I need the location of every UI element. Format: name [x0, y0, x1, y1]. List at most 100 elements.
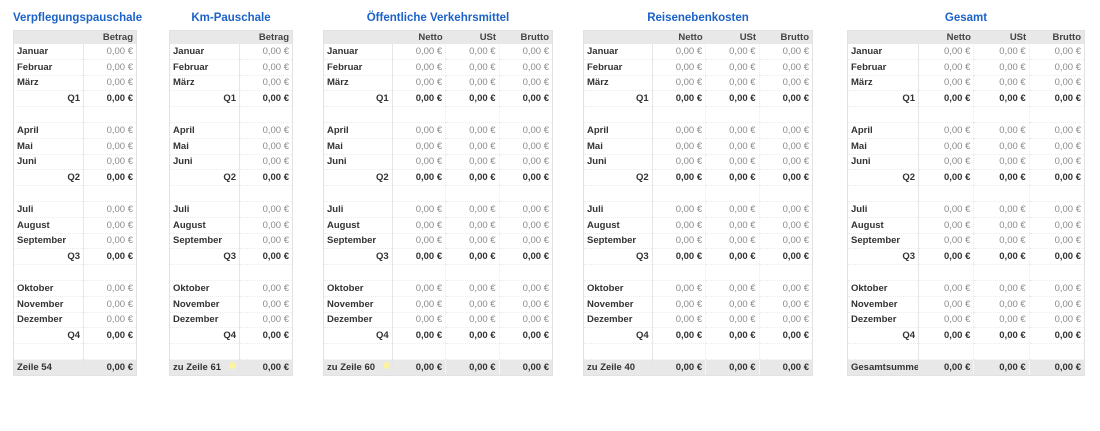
empty-cell[interactable]	[83, 185, 137, 202]
value-cell[interactable]: 0,00 €	[83, 75, 137, 92]
value-cell[interactable]: 0,00 €	[391, 201, 446, 218]
value-cell[interactable]: 0,00 €	[973, 138, 1030, 155]
empty-cell[interactable]	[758, 343, 813, 360]
row-label-cell[interactable]: Q3	[13, 248, 85, 266]
value-cell[interactable]: 0,00 €	[391, 296, 446, 313]
empty-cell[interactable]	[445, 264, 500, 281]
value-cell[interactable]: 0,00 €	[445, 280, 500, 297]
row-label-cell[interactable]: Februar	[583, 59, 653, 76]
empty-cell[interactable]	[391, 185, 446, 202]
empty-cell[interactable]	[239, 264, 293, 281]
row-label-cell[interactable]: August	[13, 217, 85, 234]
row-label-cell[interactable]: März	[583, 75, 653, 92]
empty-cell[interactable]	[239, 185, 293, 202]
empty-cell[interactable]	[1028, 106, 1085, 123]
empty-cell[interactable]	[445, 343, 500, 360]
empty-cell[interactable]	[847, 185, 920, 202]
value-cell[interactable]: 0,00 €	[758, 312, 813, 329]
value-cell[interactable]: 0,00 €	[758, 201, 813, 218]
value-cell[interactable]: 0,00 €	[498, 75, 553, 92]
value-cell[interactable]: 0,00 €	[918, 138, 974, 155]
value-cell[interactable]: 0,00 €	[651, 233, 706, 250]
row-label-cell[interactable]: Januar	[323, 44, 393, 60]
value-cell[interactable]: 0,00 €	[651, 359, 706, 376]
value-cell[interactable]: 0,00 €	[973, 122, 1030, 139]
empty-cell[interactable]	[13, 343, 85, 360]
value-cell[interactable]: 0,00 €	[239, 154, 293, 171]
value-cell[interactable]: 0,00 €	[445, 296, 500, 313]
value-cell[interactable]: 0,00 €	[1028, 280, 1085, 297]
value-cell[interactable]: 0,00 €	[83, 44, 137, 60]
value-cell[interactable]: 0,00 €	[391, 122, 446, 139]
value-cell[interactable]: 0,00 €	[973, 169, 1030, 187]
empty-cell[interactable]	[847, 343, 920, 360]
value-cell[interactable]: 0,00 €	[973, 90, 1030, 108]
value-cell[interactable]: 0,00 €	[1028, 154, 1085, 171]
row-label-cell[interactable]: Februar	[323, 59, 393, 76]
value-cell[interactable]: 0,00 €	[83, 59, 137, 76]
empty-cell[interactable]	[847, 106, 920, 123]
row-label-cell[interactable]: Januar	[583, 44, 653, 60]
value-cell[interactable]: 0,00 €	[498, 312, 553, 329]
empty-cell[interactable]	[498, 264, 553, 281]
value-cell[interactable]: 0,00 €	[239, 90, 293, 108]
row-label-cell[interactable]: Juli	[323, 201, 393, 218]
value-cell[interactable]: 0,00 €	[239, 59, 293, 76]
value-cell[interactable]: 0,00 €	[1028, 44, 1085, 60]
value-cell[interactable]: 0,00 €	[758, 44, 813, 60]
value-cell[interactable]: 0,00 €	[758, 122, 813, 139]
value-cell[interactable]: 0,00 €	[758, 280, 813, 297]
value-cell[interactable]: 0,00 €	[651, 201, 706, 218]
value-cell[interactable]: 0,00 €	[391, 90, 446, 108]
value-cell[interactable]: 0,00 €	[239, 233, 293, 250]
row-label-cell[interactable]: Q1	[323, 90, 393, 108]
value-cell[interactable]: 0,00 €	[758, 154, 813, 171]
value-cell[interactable]: 0,00 €	[758, 59, 813, 76]
value-cell[interactable]: 0,00 €	[651, 280, 706, 297]
value-cell[interactable]: 0,00 €	[498, 201, 553, 218]
value-cell[interactable]: 0,00 €	[445, 154, 500, 171]
value-cell[interactable]: 0,00 €	[705, 90, 760, 108]
value-cell[interactable]: 0,00 €	[498, 44, 553, 60]
value-cell[interactable]: 0,00 €	[239, 201, 293, 218]
value-cell[interactable]: 0,00 €	[918, 90, 974, 108]
row-label-cell[interactable]: September	[583, 233, 653, 250]
empty-cell[interactable]	[83, 343, 137, 360]
value-cell[interactable]: 0,00 €	[83, 233, 137, 250]
value-cell[interactable]: 0,00 €	[705, 122, 760, 139]
value-cell[interactable]: 0,00 €	[918, 75, 974, 92]
value-cell[interactable]: 0,00 €	[1028, 122, 1085, 139]
value-cell[interactable]: 0,00 €	[83, 201, 137, 218]
value-cell[interactable]: 0,00 €	[498, 280, 553, 297]
value-cell[interactable]: 0,00 €	[918, 201, 974, 218]
row-label-cell[interactable]: November	[323, 296, 393, 313]
comment-marker-icon[interactable]	[229, 361, 237, 369]
row-label-cell[interactable]: Q1	[847, 90, 920, 108]
value-cell[interactable]: 0,00 €	[445, 122, 500, 139]
row-label-cell[interactable]: November	[13, 296, 85, 313]
row-label-cell[interactable]: Q3	[583, 248, 653, 266]
row-label-cell[interactable]: Oktober	[847, 280, 920, 297]
empty-cell[interactable]	[391, 106, 446, 123]
empty-cell[interactable]	[651, 185, 706, 202]
row-label-cell[interactable]: März	[169, 75, 241, 92]
value-cell[interactable]: 0,00 €	[239, 122, 293, 139]
value-cell[interactable]: 0,00 €	[651, 59, 706, 76]
row-label-cell[interactable]: Q4	[323, 327, 393, 345]
empty-cell[interactable]	[583, 343, 653, 360]
value-cell[interactable]: 0,00 €	[83, 312, 137, 329]
row-label-cell[interactable]: Q3	[323, 248, 393, 266]
value-cell[interactable]: 0,00 €	[445, 169, 500, 187]
value-cell[interactable]: 0,00 €	[391, 154, 446, 171]
value-cell[interactable]: 0,00 €	[651, 248, 706, 266]
empty-cell[interactable]	[1028, 185, 1085, 202]
value-cell[interactable]: 0,00 €	[918, 312, 974, 329]
value-cell[interactable]: 0,00 €	[83, 296, 137, 313]
row-label-cell[interactable]: Juli	[847, 201, 920, 218]
row-label-cell[interactable]: Q3	[169, 248, 241, 266]
value-cell[interactable]: 0,00 €	[705, 296, 760, 313]
row-label-cell[interactable]: Dezember	[847, 312, 920, 329]
row-label-cell[interactable]: Gesamtsumme	[847, 359, 920, 376]
row-label-cell[interactable]: Januar	[13, 44, 85, 60]
row-label-cell[interactable]: Q4	[583, 327, 653, 345]
